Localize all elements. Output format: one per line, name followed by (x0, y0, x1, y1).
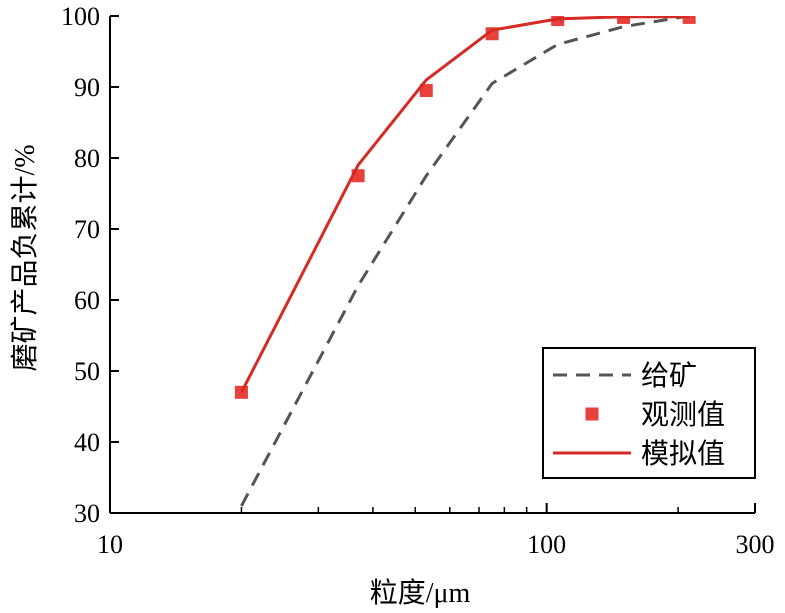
legend-observed-swatch (585, 407, 599, 421)
y-tick-label: 80 (74, 144, 100, 173)
x-axis-title: 粒度/μm (370, 577, 471, 609)
y-tick-label: 30 (74, 499, 100, 528)
series-feed-line (240, 16, 690, 507)
series-simulated-line (240, 16, 690, 393)
legend-label: 给矿 (641, 360, 697, 392)
plot-area (234, 16, 696, 507)
legend-label: 观测值 (641, 399, 725, 431)
observed-point (682, 16, 696, 24)
y-tick-label: 90 (74, 73, 100, 102)
y-tick-label: 70 (74, 215, 100, 244)
x-tick-label: 300 (736, 530, 775, 559)
axes: 30 40 50 60 70 80 90 100 10 100 300 (61, 2, 775, 559)
x-tick-label: 10 (97, 530, 123, 559)
y-tick-label: 40 (74, 428, 100, 457)
series-group (234, 16, 696, 507)
y-tick-label: 100 (61, 2, 100, 31)
observed-point (551, 16, 565, 27)
legend-label: 模拟值 (641, 438, 725, 470)
y-tick-label: 60 (74, 286, 100, 315)
legend-box (542, 347, 756, 479)
observed-point (419, 84, 433, 98)
observed-point (617, 16, 631, 24)
y-axis-title: 磨矿产品负累计/% (9, 144, 41, 371)
x-tick-label: 100 (527, 530, 566, 559)
y-tick-label: 50 (74, 357, 100, 386)
